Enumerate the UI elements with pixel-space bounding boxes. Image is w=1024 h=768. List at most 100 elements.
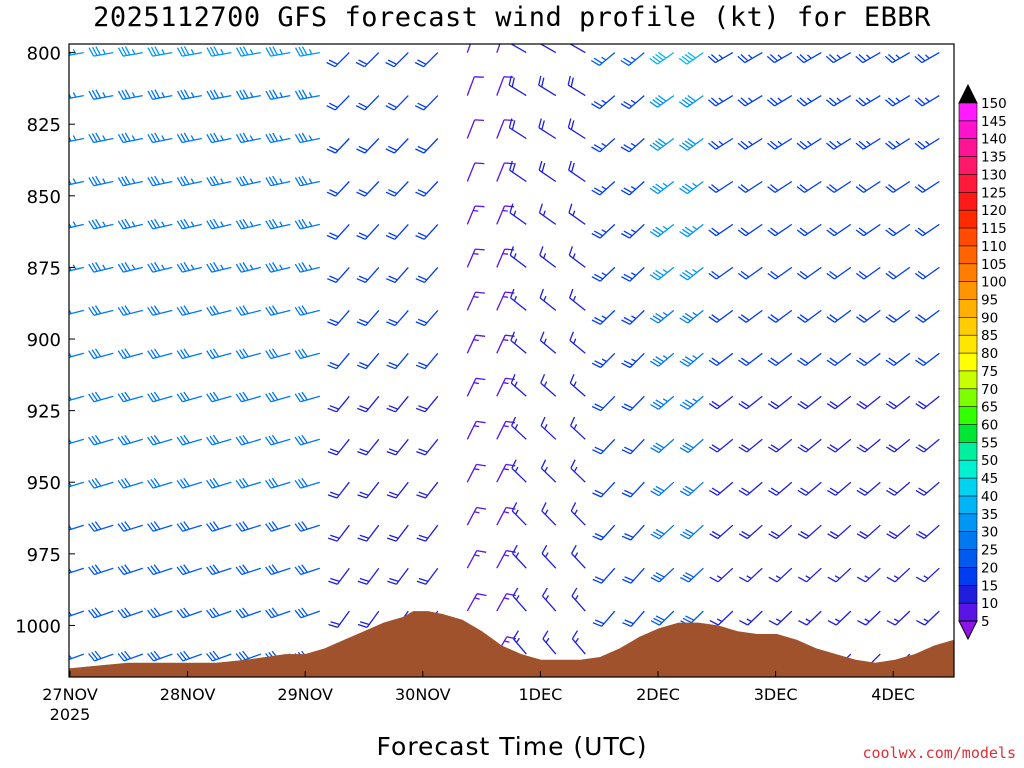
wind-barb [767, 137, 793, 150]
barb-feather [568, 160, 572, 171]
barb-feather [711, 357, 721, 364]
wind-barb [206, 262, 232, 273]
barb-feather [356, 191, 366, 197]
barb-feather [650, 620, 660, 626]
barb-shaft [512, 553, 527, 569]
barb-feather [540, 416, 546, 426]
barb-feather [684, 442, 694, 449]
barb-feather [418, 577, 429, 583]
wind-barb [294, 89, 320, 100]
barb-feather [509, 203, 514, 213]
barb-feather [570, 44, 572, 45]
barb-feather [59, 178, 64, 186]
barb-feather [206, 436, 213, 446]
barb-feather [567, 118, 572, 128]
barb-feather [476, 463, 486, 467]
barb-half-feather [777, 97, 783, 102]
wind-barb [886, 481, 911, 496]
barb-feather [592, 578, 602, 584]
barb-feather [416, 537, 426, 542]
barb-half-feather [131, 178, 136, 184]
wind-barb [147, 477, 173, 489]
wind-barb [206, 607, 232, 619]
wind-barb [265, 391, 291, 403]
barb-feather [740, 357, 750, 364]
barb-feather [650, 490, 660, 497]
barb-shaft [510, 382, 527, 397]
wind-barb [768, 481, 793, 496]
barb-feather [120, 435, 128, 445]
source-credit[interactable]: coolwx.com/models [862, 744, 1016, 762]
barb-shaft [152, 94, 173, 100]
barb-feather [242, 607, 250, 616]
barb-feather [183, 305, 190, 314]
barb-half-feather [805, 618, 811, 623]
barb-feather [741, 444, 750, 451]
barb-feather [858, 140, 867, 148]
barb-feather [69, 309, 72, 314]
barb-feather [265, 177, 272, 187]
barb-feather [150, 479, 158, 488]
barb-feather [624, 489, 634, 495]
barb-half-feather [692, 355, 698, 360]
barb-half-feather [662, 268, 668, 274]
barb-feather [359, 491, 369, 496]
wind-barb [621, 438, 645, 455]
wind-barb [709, 610, 734, 626]
barb-half-feather [220, 178, 224, 184]
wind-barb [496, 593, 517, 612]
barb-feather [386, 321, 396, 327]
barb-half-feather [545, 637, 550, 643]
barb-feather [570, 416, 576, 426]
barb-feather [622, 578, 632, 584]
barb-feather [511, 120, 516, 130]
wind-barb [414, 52, 439, 68]
barb-shaft [806, 610, 822, 626]
barb-feather [797, 533, 807, 540]
barb-feather [915, 489, 925, 496]
wind-barb [235, 175, 261, 187]
wind-barb [796, 180, 822, 193]
wind-barb [235, 348, 261, 360]
barb-feather [268, 306, 275, 315]
wind-barb [649, 137, 675, 151]
barb-feather [150, 651, 158, 661]
barb-half-feather [249, 92, 254, 98]
wind-barb [708, 266, 734, 280]
wind-barb [679, 180, 704, 195]
barb-feather [649, 144, 659, 151]
barb-half-feather [543, 253, 547, 259]
wind-barb [827, 481, 852, 496]
barb-half-feather [807, 140, 812, 146]
barb-feather [271, 477, 279, 487]
barb-feather [800, 530, 810, 537]
barb-feather [327, 450, 338, 456]
barb-feather [147, 653, 155, 662]
barb-feather [709, 533, 719, 540]
barb-feather [206, 609, 213, 619]
wind-barb [206, 521, 232, 532]
barb-half-feather [72, 49, 77, 55]
barb-shaft [69, 610, 85, 617]
barb-feather [294, 523, 302, 532]
barb-feather [268, 89, 275, 99]
wind-barb [539, 246, 557, 268]
wind-barb [147, 391, 173, 403]
wind-barb [827, 610, 852, 626]
barb-feather [235, 653, 243, 662]
barb-feather [147, 609, 154, 619]
barb-feather [826, 186, 835, 193]
barb-feather [508, 118, 513, 128]
barb-feather [797, 359, 806, 367]
wind-barb [621, 395, 645, 412]
x-tick-label: 2DEC [636, 685, 680, 704]
barb-feather [176, 393, 184, 403]
barb-feather [150, 176, 157, 186]
wind-barb [235, 477, 261, 489]
barb-feather [91, 306, 98, 315]
wind-barb [386, 481, 409, 499]
barb-feather [829, 400, 839, 408]
barb-feather [59, 394, 64, 402]
barb-feather [709, 576, 719, 583]
barb-half-feather [161, 221, 165, 227]
